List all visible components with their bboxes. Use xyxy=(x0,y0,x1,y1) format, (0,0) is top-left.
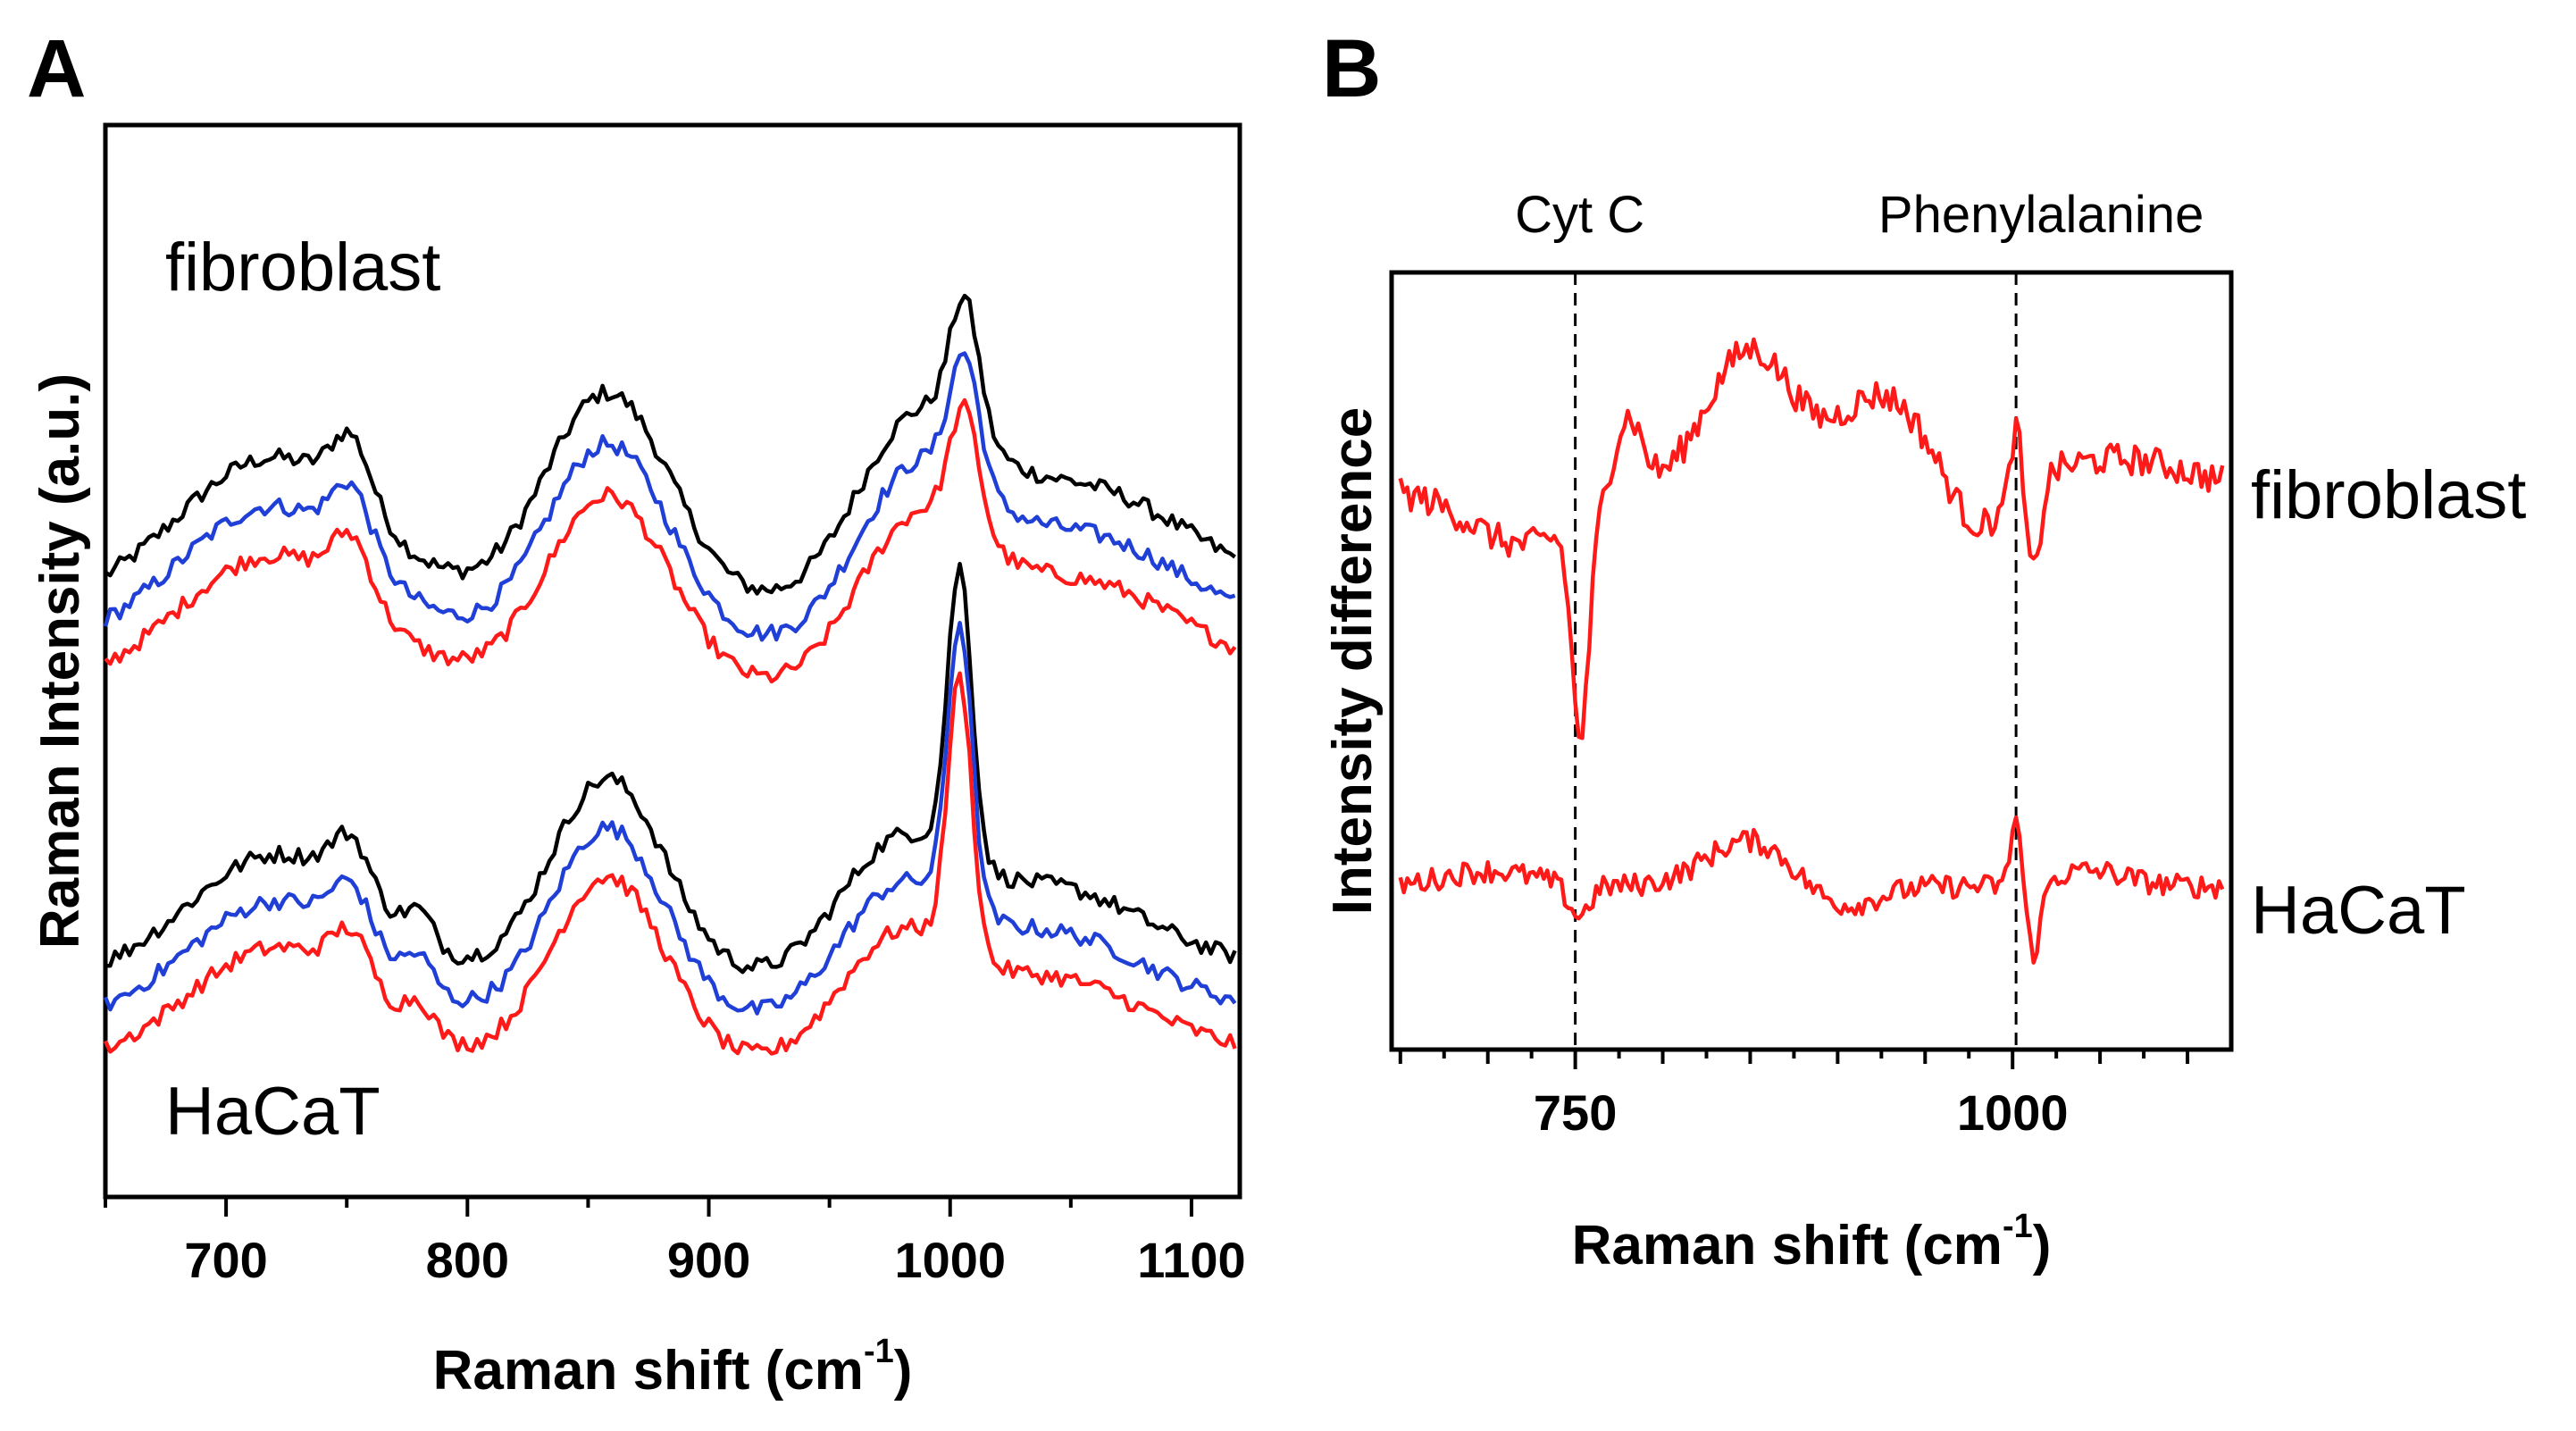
panel-b-x-axis-label-close: ) xyxy=(2033,1215,2052,1276)
panel-a-x-axis-label: Raman shift (cm-1) xyxy=(433,1333,913,1402)
panel-b-x-axis-label: Raman shift (cm-1) xyxy=(1572,1208,2052,1276)
panel-a-x-ticks: 700 800 900 1000 1100 xyxy=(104,1197,1246,1288)
panel-a-label-fibroblast: fibroblast xyxy=(165,230,440,305)
panel-b-label-fibroblast: fibroblast xyxy=(2251,457,2526,533)
panel-b-x-axis-label-sup: -1 xyxy=(2003,1208,2033,1245)
panel-a-x-axis-label-close: ) xyxy=(894,1340,913,1402)
panel-a-x-tick-label: 800 xyxy=(426,1232,509,1288)
panel-b-reference-lines: Cyt C Phenylalanine xyxy=(1515,186,2204,1050)
panel-a-x-tick-label: 700 xyxy=(184,1232,267,1288)
panel-a-x-axis-label-sup: -1 xyxy=(864,1333,894,1370)
panel-b-x-ticks: 750 1000 xyxy=(1398,1050,2190,1141)
panel-a-x-tick-label: 1000 xyxy=(894,1232,1006,1288)
panel-a-letter: A xyxy=(27,23,86,114)
panel-b-series xyxy=(1398,337,2225,965)
panel-b-label-hacat: HaCaT xyxy=(2251,873,2466,949)
panel-b-series-hacat xyxy=(1398,815,2225,965)
panel-b: B 750 1000 Cyt C Phenylalanine fibroblast … xyxy=(1322,23,2526,1276)
panel-b-x-axis-label-text: Raman shift (cm xyxy=(1572,1215,2003,1276)
panel-a-series-hacat-2 xyxy=(103,671,1237,1056)
panel-a-x-tick-label: 900 xyxy=(667,1232,750,1288)
panel-a: A 700 800 900 1000 1100 fibroblast HaCaT Ram… xyxy=(27,23,1246,1402)
panel-a-series-fibroblast-1 xyxy=(103,351,1236,642)
panel-a-label-hacat: HaCaT xyxy=(165,1074,381,1150)
panel-b-plot-frame xyxy=(1389,270,2234,1052)
panel-a-series-hacat-1 xyxy=(103,621,1237,1016)
panel-b-x-tick-label: 1000 xyxy=(1957,1084,2069,1141)
panel-b-x-tick-label: 750 xyxy=(1534,1084,1617,1141)
panel-a-x-axis-label-text: Raman shift (cm xyxy=(433,1340,864,1402)
panel-b-letter: B xyxy=(1322,23,1381,114)
panel-b-y-axis-label: Intensity difference xyxy=(1322,407,1384,915)
panel-b-reference-label: Phenylalanine xyxy=(1878,186,2204,244)
panel-a-y-axis-label: Raman Intensity (a.u.) xyxy=(29,373,91,949)
panel-b-reference-label: Cyt C xyxy=(1515,186,1644,244)
panel-a-series-hacat-0 xyxy=(105,561,1237,975)
panel-a-series-fibroblast-2 xyxy=(104,398,1237,684)
panel-a-x-tick-label: 1100 xyxy=(1137,1232,1246,1288)
panel-a-series xyxy=(103,293,1237,1056)
panel-b-series-fibroblast xyxy=(1398,337,2225,741)
panel-a-series-fibroblast-0 xyxy=(104,293,1236,596)
